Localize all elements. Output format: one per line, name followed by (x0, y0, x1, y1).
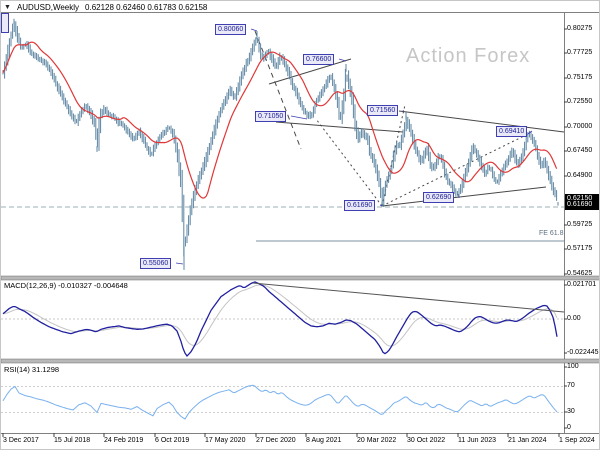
y-axis-label: 0.70000 (567, 123, 593, 130)
price-annotation[interactable]: 0.71560 (367, 105, 399, 116)
y-axis-label: 0.67450 (567, 147, 593, 154)
y-axis-label: 30 (567, 408, 575, 415)
symbol-label: AUDUSD,Weekly (16, 2, 80, 12)
y-axis-label: 0.021701 (567, 281, 597, 288)
price-annotation[interactable]: 0.61690 (344, 200, 376, 211)
x-axis-date: 1 Sep 2024 (559, 437, 595, 444)
y-axis-label: 0.59725 (567, 221, 593, 228)
x-axis-date: 21 Jan 2024 (508, 437, 547, 444)
clipped-price-label: 0.62150 (565, 194, 599, 200)
x-axis-date: 30 Oct 2022 (407, 437, 446, 444)
y-axis-label: -0.022445 (567, 349, 599, 356)
y-axis-label: 0.54625 (567, 270, 593, 277)
x-axis-date: 20 Mar 2022 (357, 437, 397, 444)
clipped-label-box[interactable] (1, 13, 9, 33)
chart-title: ▼ AUDUSD,Weekly 0.62128 0.62460 0.61783 … (4, 2, 207, 12)
y-axis-label: 0.00 (567, 315, 581, 322)
price-annotation[interactable]: 0.62690 (423, 192, 455, 203)
y-axis-label: 0.80275 (567, 25, 593, 32)
y-axis-label: 0 (567, 424, 571, 431)
y-axis-label: 70 (567, 382, 575, 389)
y-axis-label: 100 (567, 363, 579, 370)
price-annotation[interactable]: 0.80060 (215, 24, 247, 35)
price-annotation[interactable]: 0.69410 (496, 126, 528, 137)
y-axis-label: 0.72550 (567, 98, 593, 105)
x-axis-date: 15 Jul 2018 (54, 437, 91, 444)
rsi-label: RSI(14) 31.1298 (4, 365, 60, 374)
y-axis-label: 0.64900 (567, 172, 593, 179)
watermark: Action Forex (406, 45, 531, 67)
price-annotation[interactable]: 0.76600 (303, 54, 335, 65)
ohlc-values: 0.62128 0.62460 0.61783 0.62158 (85, 2, 208, 12)
y-axis-label: 0.77725 (567, 49, 593, 56)
current-price-label: 0.61690 (565, 200, 599, 210)
x-axis-date: 24 Feb 2019 (104, 437, 144, 444)
macd-label: MACD(12,26,9) -0.010327 -0.004648 (4, 281, 128, 290)
x-axis-date: 11 Jun 2023 (458, 437, 497, 444)
symbol-dropdown-icon[interactable]: ▼ (4, 3, 11, 11)
x-axis-date: 6 Oct 2019 (155, 437, 190, 444)
y-axis-label: 0.57175 (567, 245, 593, 252)
x-axis-date: 8 Aug 2021 (306, 437, 342, 444)
x-axis-date: 3 Dec 2017 (3, 437, 39, 444)
price-annotation[interactable]: 0.55060 (140, 258, 172, 269)
price-annotation[interactable]: 0.71050 (255, 111, 287, 122)
x-axis-date: 17 May 2020 (205, 437, 246, 444)
fe-level-label: FE 61.8 (539, 230, 564, 237)
y-axis-label: 0.75175 (567, 74, 593, 81)
x-axis-date: 27 Dec 2020 (256, 437, 296, 444)
